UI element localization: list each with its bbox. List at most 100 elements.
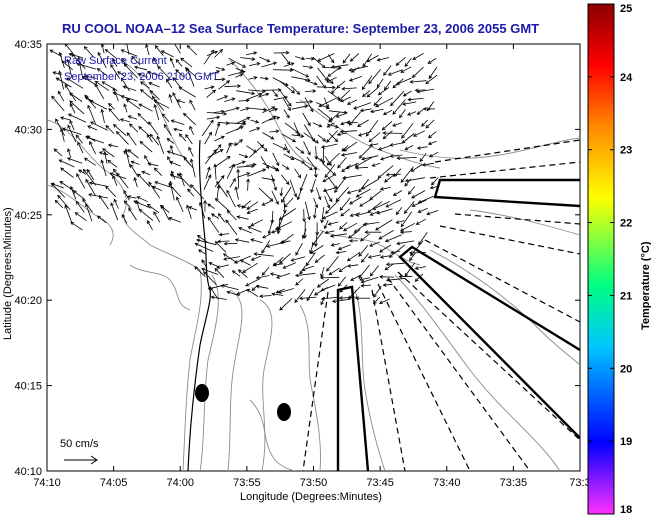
current-vector [56,77,72,88]
current-vector [375,97,394,108]
current-vector [284,122,299,134]
current-vector [59,159,75,168]
current-vector-head [415,221,420,225]
current-vector [284,143,290,154]
current-vector [362,90,371,97]
current-vector [224,85,241,88]
current-vector-head [299,296,303,301]
current-vector-head [335,124,339,129]
current-vector [110,202,119,221]
current-vector-head [359,203,364,207]
current-vector [273,96,288,101]
current-vector-head [326,161,331,166]
current-vector-head [276,275,281,279]
current-vector [112,59,118,67]
current-vector-head [245,282,250,287]
current-vector-head [320,301,324,306]
colorbar-tick-label: 22 [620,218,632,230]
current-vector-head [309,108,314,113]
current-vector-head [153,211,157,216]
current-vector-head [239,139,244,143]
current-vector-head [154,181,159,185]
current-vector-head [263,147,268,152]
current-vector [317,278,329,288]
current-vector [331,86,339,94]
current-vector [413,130,426,137]
current-vector [355,166,369,169]
current-vector-head [301,267,306,272]
current-vector-head [328,198,333,203]
current-vector-head [220,135,225,140]
current-vector [179,172,185,187]
current-vector [190,159,196,178]
current-vector [338,89,351,101]
current-vector-head [188,146,192,151]
current-vector [247,179,249,191]
current-vector [304,97,314,112]
current-vector [228,161,246,169]
current-vector [206,51,218,57]
current-vector [383,130,393,140]
current-vector-head [337,282,342,287]
colorbar: 25 24 23 22 21 20 19 18 Temperature (°C) [587,3,651,516]
current-vector [196,239,217,246]
current-vector-head [172,77,177,81]
current-vector [161,205,170,221]
current-vector [198,249,207,255]
current-vector [377,165,394,179]
current-vector-head [414,88,419,93]
current-vector-head [305,262,310,267]
current-vector [291,76,310,81]
current-vector-head [231,97,236,101]
current-vector [216,95,228,101]
current-vector-head [324,230,329,235]
current-vector [148,82,160,88]
current-vector [124,63,138,79]
x-tick-label: 73:40 [433,477,461,489]
current-vector [101,109,105,123]
current-vector [390,142,405,146]
current-vector [310,245,324,254]
current-vector-head [299,187,304,192]
current-vector-head [138,208,143,213]
current-vector [238,99,250,102]
current-vector-head [293,193,298,198]
current-vector-head [87,104,91,109]
current-vector [169,94,173,103]
current-vector-head [161,113,166,118]
current-vector [155,45,164,57]
current-vector [375,219,393,231]
current-vector [108,108,121,122]
current-vector [349,65,368,71]
current-vector-head [348,78,353,82]
current-vector-head [62,127,66,132]
current-vector [123,103,128,113]
current-vector-head [358,253,363,257]
current-vector [225,219,238,236]
current-vector [272,152,280,166]
current-vector [262,266,270,276]
current-vector [176,196,184,213]
current-vector-head [427,134,432,139]
current-vector [269,130,279,133]
current-vector-head [223,257,228,261]
current-vector-head [392,123,397,127]
current-vector-head [275,200,279,205]
current-vector-head [335,250,340,255]
current-vector-head [340,152,345,157]
current-vector-head [290,258,295,262]
current-vector [138,73,148,78]
current-vector-head [226,290,231,295]
current-vector-head [154,45,159,49]
current-vector-head [339,207,344,211]
current-vector [174,44,181,54]
current-vector-head [201,259,205,264]
current-vector-head [232,177,236,182]
current-vector [183,157,194,169]
current-vector-head [265,92,270,97]
current-vector [366,55,379,62]
current-vector [400,222,415,232]
current-vector [331,64,349,68]
current-vector-head [120,77,125,82]
current-vector-head [340,98,345,103]
